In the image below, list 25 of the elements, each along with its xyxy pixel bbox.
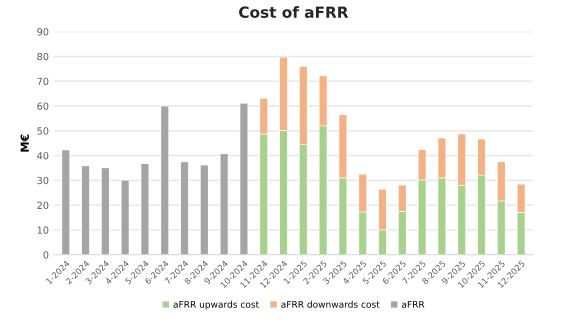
bar xyxy=(200,164,209,255)
y-tick-label: 70 xyxy=(37,78,48,86)
bar xyxy=(160,106,170,255)
bar xyxy=(220,153,228,255)
y-tick-label: 50 xyxy=(37,127,48,135)
y-tick-label: 20 xyxy=(37,202,48,209)
bar xyxy=(180,161,189,255)
bar xyxy=(120,180,130,255)
legend-label: aFRR downwards cost xyxy=(281,300,380,308)
bar xyxy=(140,163,150,255)
y-tick-label: 80 xyxy=(37,52,48,60)
bar xyxy=(81,165,90,255)
y-tick-label: 0 xyxy=(43,251,48,259)
y-tick-label: 30 xyxy=(37,176,48,184)
bar xyxy=(61,150,70,255)
y-tick-label: 60 xyxy=(37,102,48,110)
y-axis-title: M€ xyxy=(20,134,29,152)
legend-label: aFRR xyxy=(402,301,424,308)
y-tick-label: 40 xyxy=(37,152,48,160)
legend-label: aFRR upwards cost xyxy=(174,300,259,310)
bar xyxy=(240,102,248,255)
y-tick-label: 90 xyxy=(37,28,48,36)
y-tick-label: 10 xyxy=(38,226,48,234)
chart-title: Cost of aFRR xyxy=(239,6,348,18)
bar xyxy=(101,167,110,255)
